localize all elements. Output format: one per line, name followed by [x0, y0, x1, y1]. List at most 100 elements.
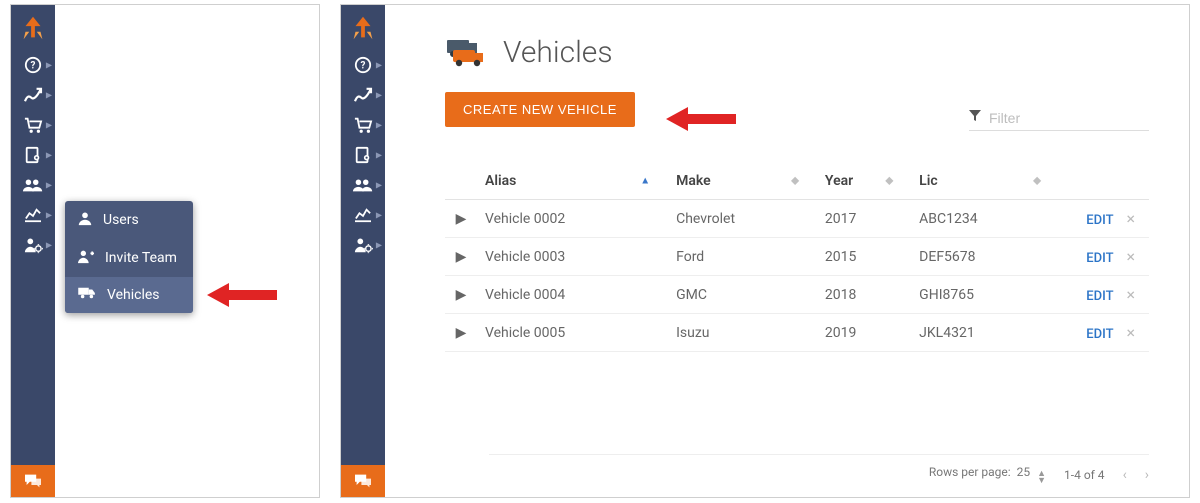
sidebar-item-team[interactable]: ▶ — [341, 170, 385, 200]
cell-make: Chevrolet — [668, 200, 817, 238]
flyout-item-label: Vehicles — [107, 287, 160, 303]
chevron-right-icon: ▶ — [376, 91, 382, 100]
right-screenshot: ?▶▶▶▶▶▶▶ Vehicles CREATE NEW VEHICLE — [340, 4, 1190, 498]
sidebar-item-team[interactable]: ▶ — [11, 170, 55, 200]
sidebar-item-user-gear[interactable]: ▶ — [11, 230, 55, 260]
user-icon — [77, 210, 93, 230]
sidebar-item-help[interactable]: ?▶ — [341, 50, 385, 80]
sidebar-item-cart[interactable]: ▶ — [341, 110, 385, 140]
page-title: Vehicles — [503, 35, 613, 70]
sidebar-item-book-location[interactable]: ▶ — [341, 140, 385, 170]
cell-alias: Vehicle 0002 — [477, 200, 668, 238]
sidebar-item-growth[interactable]: ▶ — [341, 80, 385, 110]
edit-button[interactable]: EDIT — [1086, 213, 1113, 228]
annotation-arrow-right — [666, 105, 736, 133]
edit-button[interactable]: EDIT — [1086, 289, 1113, 304]
svg-text:?: ? — [31, 61, 36, 72]
column-header-alias[interactable]: Alias▲ — [477, 163, 668, 200]
sort-icon: ◆ — [791, 176, 799, 187]
chevron-right-icon: ▶ — [46, 211, 52, 220]
chevron-right-icon: ▶ — [376, 241, 382, 250]
edit-button[interactable]: EDIT — [1086, 251, 1113, 266]
delete-button[interactable]: × — [1120, 323, 1141, 342]
rows-per-page-value[interactable]: 25 — [1017, 465, 1031, 479]
filter-box[interactable] — [969, 110, 1149, 131]
sidebar-item-chart-line[interactable]: ▶ — [11, 200, 55, 230]
cell-alias: Vehicle 0004 — [477, 276, 668, 314]
sidebar-item-help[interactable]: ?▶ — [11, 50, 55, 80]
truck-icon — [77, 286, 97, 304]
flyout-item-vehicles[interactable]: Vehicles — [65, 277, 193, 313]
create-new-vehicle-button[interactable]: CREATE NEW VEHICLE — [445, 92, 635, 127]
vehicles-table: Alias▲Make◆Year◆Lic◆ ▶Vehicle 0002Chevro… — [445, 163, 1149, 352]
column-header-lic[interactable]: Lic◆ — [911, 163, 1059, 200]
row-expand-button[interactable]: ▶ — [445, 314, 477, 352]
row-expand-button[interactable]: ▶ — [445, 200, 477, 238]
sidebar-item-user-gear[interactable]: ▶ — [341, 230, 385, 260]
svg-text:?: ? — [361, 61, 366, 72]
delete-button[interactable]: × — [1120, 247, 1141, 266]
column-header-make[interactable]: Make◆ — [668, 163, 817, 200]
sidebar: ?▶▶▶▶▶▶▶ — [11, 5, 55, 497]
edit-button[interactable]: EDIT — [1086, 327, 1113, 342]
rows-per-page-stepper[interactable]: ▲▼ — [1037, 471, 1046, 485]
flyout-item-invite-team[interactable]: Invite Team — [65, 239, 193, 277]
cell-make: Isuzu — [668, 314, 817, 352]
table-row: ▶Vehicle 0005Isuzu2019JKL4321 EDIT × — [445, 314, 1149, 352]
cell-year: 2018 — [817, 276, 911, 314]
chevron-right-icon: ▶ — [376, 151, 382, 160]
chevron-right-icon: ▶ — [376, 121, 382, 130]
cell-lic: DEF5678 — [911, 238, 1059, 276]
cell-alias: Vehicle 0005 — [477, 314, 668, 352]
app-logo[interactable] — [11, 5, 55, 50]
cell-year: 2017 — [817, 200, 911, 238]
cell-year: 2019 — [817, 314, 911, 352]
chat-icon[interactable] — [11, 465, 55, 497]
cell-lic: GHI8765 — [911, 276, 1059, 314]
team-flyout-menu: Users Invite Team Vehicles — [65, 201, 193, 313]
cell-alias: Vehicle 0003 — [477, 238, 668, 276]
cell-lic: ABC1234 — [911, 200, 1059, 238]
chevron-right-icon: ▶ — [46, 121, 52, 130]
table-row: ▶Vehicle 0003Ford2015DEF5678 EDIT × — [445, 238, 1149, 276]
cell-make: Ford — [668, 238, 817, 276]
cell-year: 2015 — [817, 238, 911, 276]
table-row: ▶Vehicle 0002Chevrolet2017ABC1234 EDIT × — [445, 200, 1149, 238]
sidebar: ?▶▶▶▶▶▶▶ — [341, 5, 385, 497]
sidebar-item-chart-line[interactable]: ▶ — [341, 200, 385, 230]
chat-icon[interactable] — [341, 465, 385, 497]
main-content: Vehicles CREATE NEW VEHICLE Alias▲Make◆Y… — [385, 5, 1189, 497]
flyout-item-label: Users — [103, 212, 139, 228]
sort-icon: ▲ — [640, 176, 650, 187]
chevron-right-icon: ▶ — [46, 241, 52, 250]
sidebar-item-growth[interactable]: ▶ — [11, 80, 55, 110]
chevron-right-icon: ▶ — [376, 181, 382, 190]
sort-icon: ◆ — [1033, 176, 1041, 187]
chevron-right-icon: ▶ — [376, 211, 382, 220]
sort-icon: ◆ — [885, 176, 893, 187]
annotation-arrow-left — [207, 281, 277, 309]
column-header-year[interactable]: Year◆ — [817, 163, 911, 200]
delete-button[interactable]: × — [1120, 285, 1141, 304]
flyout-item-label: Invite Team — [105, 250, 177, 266]
table-row: ▶Vehicle 0004GMC2018GHI8765EDIT × — [445, 276, 1149, 314]
left-screenshot: ?▶▶▶▶▶▶▶ UsersInvite TeamVehicles — [10, 4, 320, 498]
chevron-right-icon: ▶ — [46, 61, 52, 70]
row-expand-button[interactable]: ▶ — [445, 276, 477, 314]
sidebar-item-book-location[interactable]: ▶ — [11, 140, 55, 170]
delete-button[interactable]: × — [1120, 209, 1141, 228]
prev-page-button[interactable]: ‹ — [1123, 467, 1127, 483]
sidebar-item-cart[interactable]: ▶ — [11, 110, 55, 140]
flyout-item-users[interactable]: Users — [65, 201, 193, 239]
next-page-button[interactable]: › — [1145, 467, 1149, 483]
chevron-right-icon: ▶ — [46, 181, 52, 190]
vehicles-title-icon — [445, 38, 489, 68]
chevron-right-icon: ▶ — [46, 91, 52, 100]
filter-input[interactable] — [989, 110, 1149, 126]
filter-icon — [969, 110, 981, 126]
chevron-right-icon: ▶ — [46, 151, 52, 160]
row-expand-button[interactable]: ▶ — [445, 238, 477, 276]
cell-lic: JKL4321 — [911, 314, 1059, 352]
chevron-right-icon: ▶ — [376, 61, 382, 70]
app-logo[interactable] — [341, 5, 385, 50]
